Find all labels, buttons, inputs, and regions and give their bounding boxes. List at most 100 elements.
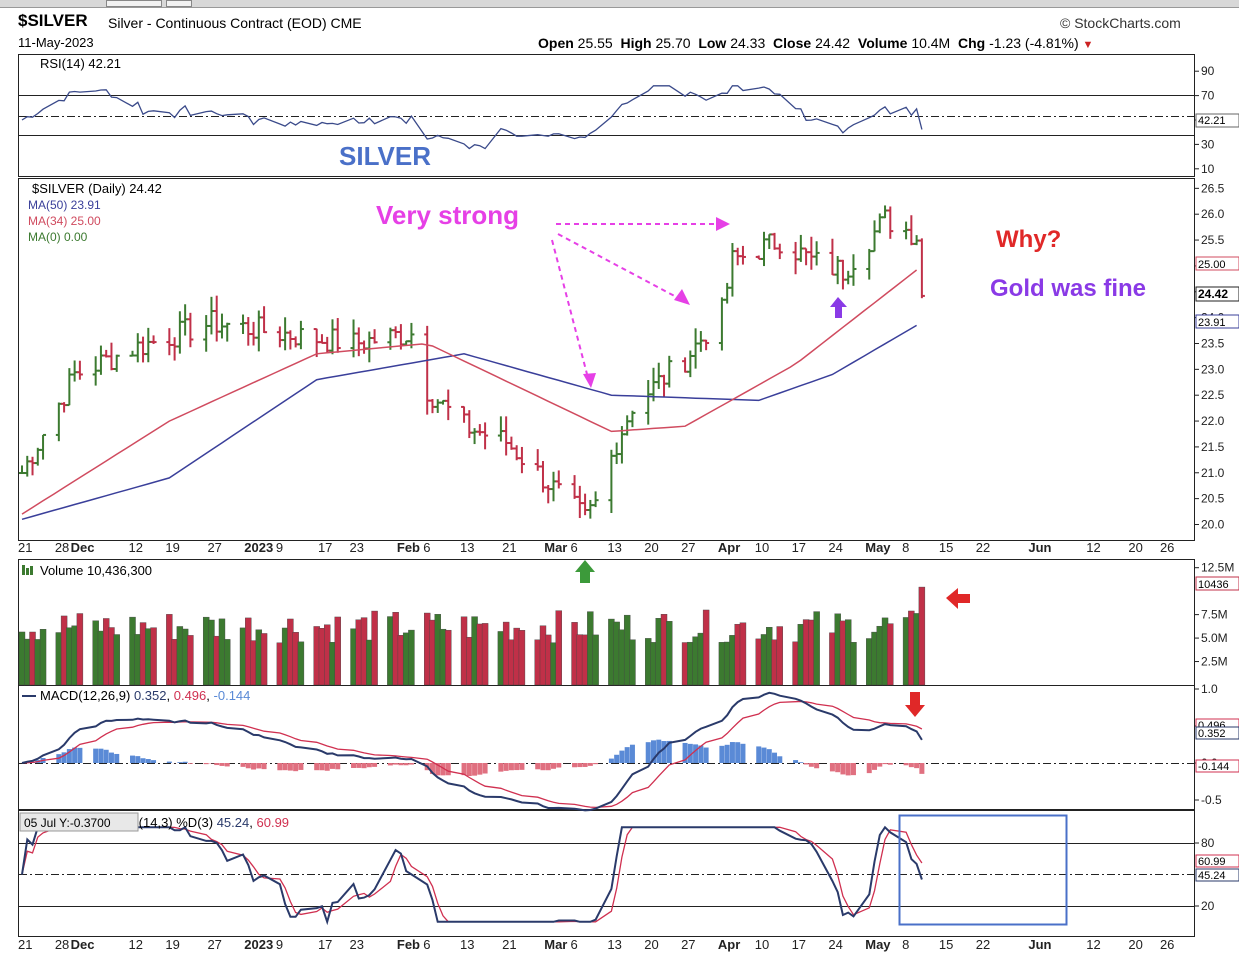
macd-histogram-bar	[540, 763, 546, 771]
y-axis-label: 70	[1201, 89, 1215, 103]
volume-bar	[224, 639, 231, 686]
red-left-arrow-icon	[946, 588, 970, 609]
price-bar	[866, 248, 873, 280]
x-axis-label: May	[865, 540, 891, 555]
x-axis-label: 23	[350, 937, 364, 952]
macd-histogram-bar	[693, 744, 699, 763]
macd-legend: MACD(12,26,9) 0.352, 0.496, -0.144	[40, 688, 250, 703]
y-axis-label: 26.5	[1201, 181, 1225, 195]
ma34-line	[21, 269, 918, 515]
y-axis-label: 23.5	[1201, 336, 1225, 350]
macd-histogram-bar	[393, 763, 399, 765]
ma0-legend: MA(0) 0.00	[28, 230, 88, 244]
macd-panel	[18, 685, 1195, 810]
price-bar	[534, 449, 541, 471]
macd-histogram-bar	[361, 763, 367, 769]
price-bar	[92, 356, 99, 386]
ma50-legend: MA(50) 23.91	[28, 198, 101, 212]
macd-histogram-bar	[519, 763, 525, 770]
volume-legend: Volume 10,436,300	[40, 563, 152, 578]
macd-histogram-bar	[756, 746, 762, 763]
volume-bar	[297, 641, 305, 686]
y-axis-label: 25.5	[1201, 233, 1225, 247]
macd-histogram-bar	[587, 763, 593, 766]
macd-histogram-bar	[882, 763, 888, 765]
x-axis-label: 20	[1128, 937, 1142, 952]
price-bar	[476, 424, 483, 436]
macd-histogram-bar	[914, 763, 920, 769]
price-bar	[497, 416, 504, 442]
price-bar	[424, 325, 431, 415]
price-bar	[176, 311, 183, 354]
macd-histogram-bar	[577, 763, 583, 768]
macd-histogram-bar	[130, 755, 136, 763]
macd-histogram-bar	[850, 763, 856, 776]
price-bar	[392, 326, 399, 339]
y-axis-label: 22.0	[1201, 414, 1225, 428]
price-bar	[850, 254, 857, 286]
brand-logo: © StockCharts.com	[1060, 15, 1181, 31]
macd-histogram-bar	[761, 747, 767, 763]
macd-histogram-bar	[240, 763, 246, 767]
macd-histogram-bar	[324, 763, 330, 771]
x-axis-label: 27	[681, 937, 695, 952]
macd-histogram-bar	[803, 763, 809, 765]
price-bar	[171, 337, 178, 361]
price-bar	[687, 350, 694, 378]
macd-histogram-bar	[582, 763, 588, 767]
x-axis-label: 2023	[244, 937, 273, 952]
volume-bar	[813, 611, 820, 686]
volume-bar	[445, 629, 452, 686]
x-axis-label: 9	[276, 937, 283, 952]
macd-histogram-bar	[372, 763, 378, 767]
volume-bar	[371, 610, 378, 686]
price-bar	[834, 256, 841, 285]
x-axis-label: 6	[423, 937, 430, 952]
price-bar	[429, 398, 436, 414]
y-axis-label: 21.0	[1201, 466, 1225, 480]
x-axis-label: 21	[18, 540, 32, 555]
macd-histogram-bar	[108, 752, 114, 763]
price-panel	[18, 178, 1195, 541]
volume-bar	[76, 613, 84, 686]
macd-line	[21, 691, 923, 812]
x-axis-label: 8	[902, 937, 909, 952]
macd-histogram-bar	[777, 756, 783, 763]
volume-bar	[113, 634, 120, 686]
toolbar-tab[interactable]	[106, 0, 162, 7]
macd-histogram-bar	[151, 760, 157, 763]
macd-histogram-bar	[135, 756, 141, 763]
volume-bar	[334, 616, 341, 686]
x-axis-label: Dec	[71, 937, 95, 952]
macd-histogram-bar	[472, 763, 478, 776]
macd-histogram-bar	[866, 763, 872, 774]
price-bar	[218, 313, 225, 339]
symbol-description: Silver - Continuous Contract (EOD) CME	[108, 15, 362, 31]
y-axis-label: 10	[1201, 162, 1215, 176]
macd-histogram-bar	[166, 761, 172, 763]
macd-histogram-bar	[551, 763, 557, 769]
price-bar	[666, 355, 673, 388]
macd-histogram-bar	[919, 763, 925, 774]
purple-up-arrow-icon	[830, 297, 847, 318]
volume-bar	[518, 630, 526, 686]
price-bar	[766, 233, 773, 249]
x-axis-label: 17	[792, 540, 806, 555]
price-bar	[466, 410, 473, 439]
macd-histogram-bar	[572, 763, 578, 768]
macd-histogram-bar	[277, 763, 283, 771]
price-bar	[908, 215, 915, 246]
x-axis-label: 15	[939, 540, 953, 555]
macd-histogram-bar	[214, 763, 220, 766]
svg-text:-0.144: -0.144	[1198, 761, 1229, 773]
y-axis-label: 20.0	[1201, 517, 1225, 531]
toolbar-tab[interactable]	[166, 0, 192, 7]
price-bar	[482, 422, 489, 450]
price-bar	[645, 380, 652, 425]
x-axis-label: 28	[55, 540, 69, 555]
macd-histogram-bar	[556, 763, 562, 768]
macd-histogram-bar	[261, 763, 267, 770]
price-bar	[361, 340, 368, 354]
macd-histogram-bar	[645, 742, 651, 763]
